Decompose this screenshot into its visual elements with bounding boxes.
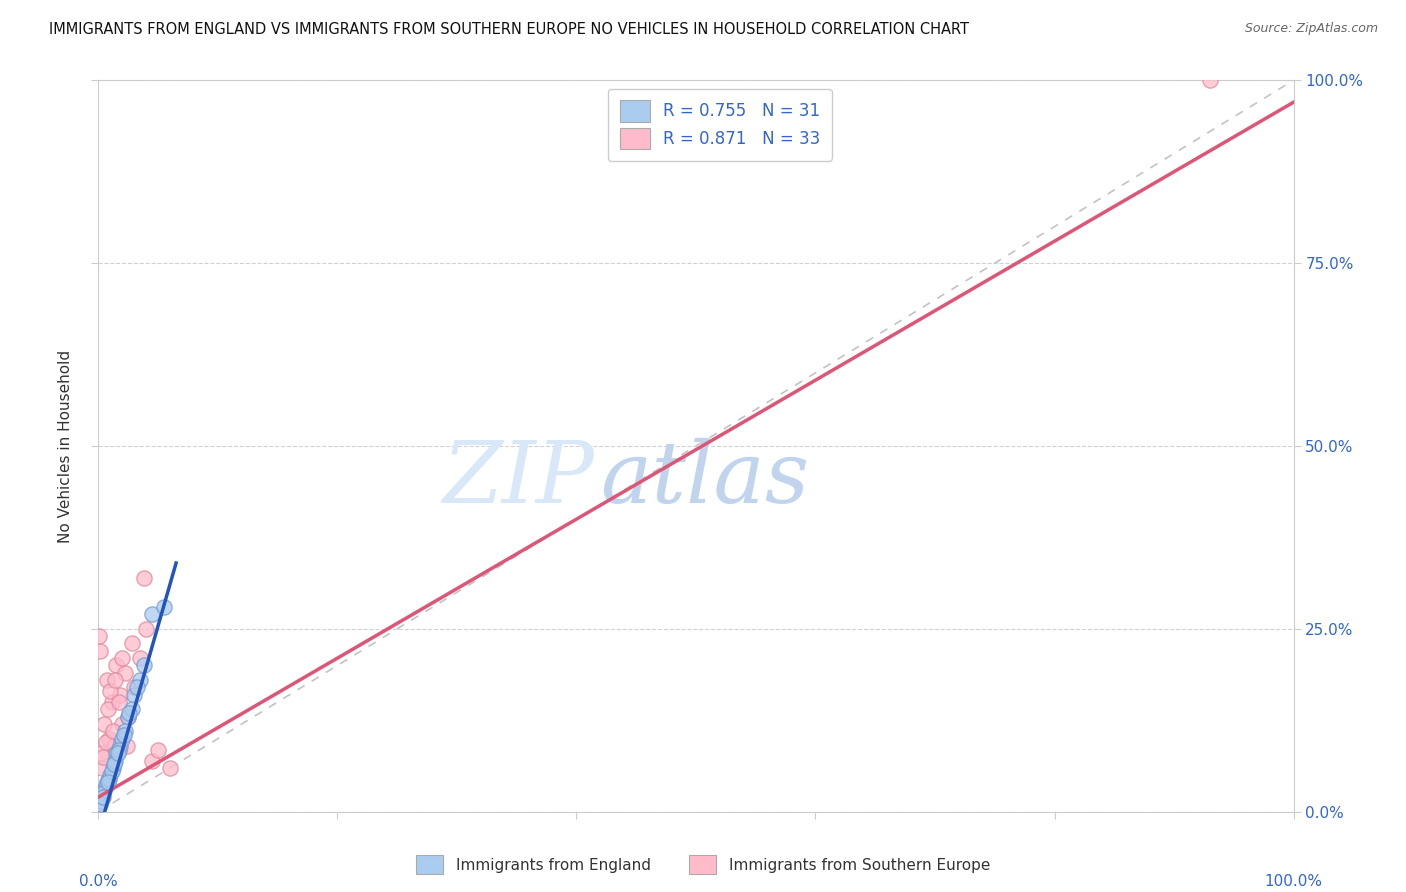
Point bbox=[103, 739, 125, 753]
Point bbox=[117, 709, 139, 723]
Point bbox=[159, 761, 181, 775]
Point bbox=[107, 695, 129, 709]
Point bbox=[89, 797, 111, 812]
Point bbox=[98, 731, 121, 746]
Point bbox=[101, 724, 124, 739]
Legend: Immigrants from England, Immigrants from Southern Europe: Immigrants from England, Immigrants from… bbox=[411, 849, 995, 880]
Point bbox=[100, 695, 122, 709]
Point bbox=[96, 775, 118, 789]
Point bbox=[132, 571, 155, 585]
Text: IMMIGRANTS FROM ENGLAND VS IMMIGRANTS FROM SOUTHERN EUROPE NO VEHICLES IN HOUSEH: IMMIGRANTS FROM ENGLAND VS IMMIGRANTS FR… bbox=[49, 22, 969, 37]
Point bbox=[115, 739, 138, 753]
Point bbox=[98, 768, 122, 782]
Point bbox=[141, 754, 163, 768]
Point bbox=[111, 717, 134, 731]
Point bbox=[105, 746, 128, 760]
Point bbox=[132, 658, 155, 673]
Point bbox=[93, 717, 115, 731]
Point bbox=[89, 629, 111, 643]
Y-axis label: No Vehicles in Household: No Vehicles in Household bbox=[58, 350, 73, 542]
Text: 0.0%: 0.0% bbox=[79, 874, 118, 889]
Point bbox=[103, 757, 125, 772]
Point bbox=[125, 681, 148, 695]
Point bbox=[93, 782, 115, 797]
Point bbox=[91, 749, 114, 764]
Text: atlas: atlas bbox=[600, 438, 810, 520]
Point bbox=[135, 622, 157, 636]
Point bbox=[104, 754, 127, 768]
Point bbox=[111, 731, 134, 746]
Point bbox=[91, 790, 114, 805]
Point bbox=[121, 702, 143, 716]
Point bbox=[104, 673, 127, 687]
Point bbox=[141, 607, 163, 622]
Point bbox=[98, 684, 122, 698]
Point bbox=[107, 742, 129, 756]
Point bbox=[124, 688, 146, 702]
Point bbox=[107, 746, 129, 760]
Point bbox=[97, 702, 120, 716]
Point bbox=[129, 651, 152, 665]
Text: Source: ZipAtlas.com: Source: ZipAtlas.com bbox=[1244, 22, 1378, 36]
Point bbox=[91, 790, 114, 805]
Point bbox=[117, 709, 139, 723]
Point bbox=[148, 742, 170, 756]
Point bbox=[108, 739, 131, 753]
Text: 100.0%: 100.0% bbox=[1264, 874, 1323, 889]
Point bbox=[124, 681, 146, 695]
Legend: R = 0.755   N = 31, R = 0.871   N = 33: R = 0.755 N = 31, R = 0.871 N = 33 bbox=[607, 88, 832, 161]
Point bbox=[111, 651, 134, 665]
Point bbox=[114, 665, 136, 680]
Point bbox=[90, 794, 112, 808]
Point bbox=[98, 772, 121, 786]
Point bbox=[121, 636, 143, 650]
Point bbox=[91, 761, 114, 775]
Point bbox=[1199, 73, 1222, 87]
Point bbox=[89, 787, 111, 801]
Point bbox=[105, 658, 128, 673]
Point bbox=[97, 775, 120, 789]
Point bbox=[129, 673, 152, 687]
Point bbox=[89, 644, 111, 658]
Point bbox=[94, 779, 117, 793]
Point bbox=[91, 787, 114, 801]
Point bbox=[100, 764, 122, 779]
Point bbox=[118, 706, 141, 720]
Point bbox=[94, 735, 117, 749]
Point bbox=[96, 673, 118, 687]
Point bbox=[114, 724, 136, 739]
Point bbox=[101, 761, 124, 775]
Text: ZIP: ZIP bbox=[443, 438, 595, 520]
Point bbox=[108, 688, 131, 702]
Point bbox=[153, 599, 176, 614]
Point bbox=[90, 746, 112, 760]
Point bbox=[112, 728, 135, 742]
